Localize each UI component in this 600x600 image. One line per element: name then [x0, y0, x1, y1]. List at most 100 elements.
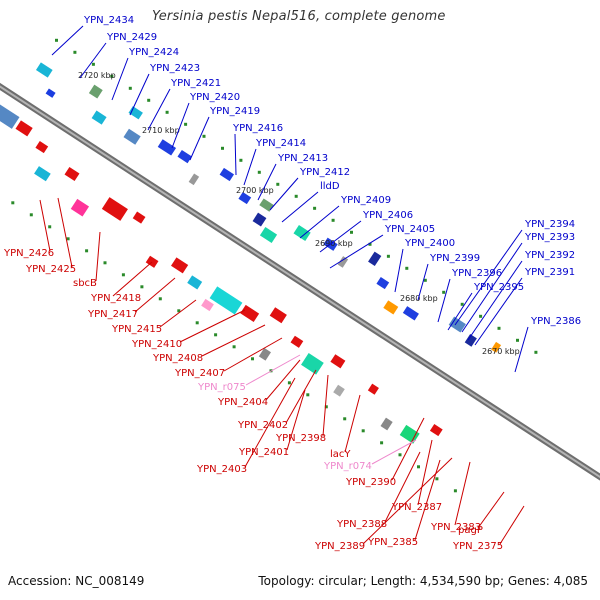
gene-feature-15 — [293, 224, 311, 242]
label-leader-line — [134, 277, 176, 313]
kbp-tick-label: 2710 kbp — [142, 126, 180, 135]
label-leader-line — [95, 231, 101, 282]
gene-label: YPN_2400 — [404, 238, 455, 249]
gene-label: YPN_2403 — [196, 464, 247, 475]
track-dot — [368, 242, 372, 246]
track-dot — [147, 98, 151, 102]
track-dot — [380, 441, 384, 445]
gene-feature-4 — [91, 110, 107, 125]
label-leader-line — [391, 417, 425, 481]
gene-feature-44 — [333, 384, 345, 397]
gene-label: YPN_2414 — [255, 138, 306, 149]
gene-feature-31 — [101, 197, 128, 221]
label-leader-line — [286, 389, 306, 451]
track-dot — [313, 206, 317, 210]
track-dot — [85, 249, 89, 253]
label-leader-line — [57, 197, 73, 268]
gene-label: YPN_2386 — [530, 316, 581, 327]
label-leader-line — [189, 116, 210, 161]
label-leader-line — [384, 451, 421, 523]
label-leader-line — [159, 299, 197, 328]
gene-label: YPN_2398 — [275, 433, 326, 444]
kbp-tick-label: 2700 kbp — [236, 186, 274, 195]
gene-feature-42 — [301, 353, 324, 375]
gene-label: YPN_2413 — [277, 153, 328, 164]
track-dot — [48, 225, 52, 229]
label-leader-line — [39, 199, 51, 252]
track-dot — [287, 381, 291, 385]
gene-feature-7 — [157, 139, 177, 156]
gene-label: YPN_2426 — [3, 248, 54, 259]
gene-feature-36 — [201, 298, 214, 312]
label-leader-line — [474, 277, 523, 346]
track-dot — [435, 477, 439, 481]
gene-label: YPN_2416 — [232, 123, 283, 134]
track-dot — [29, 213, 33, 217]
gene-feature-34 — [171, 257, 189, 274]
gene-label: YPN_2420 — [189, 92, 240, 103]
gene-feature-39 — [269, 307, 287, 324]
gene-feature-10 — [219, 167, 235, 182]
track-dot — [184, 122, 188, 126]
gene-label: YPN_2394 — [524, 219, 575, 230]
gene-feature-24 — [491, 341, 502, 353]
gene-label: YPN_2425 — [25, 264, 76, 275]
gene-label: YPN_2418 — [90, 293, 141, 304]
gene-label: YPN_2404 — [217, 397, 268, 408]
gene-feature-32 — [132, 211, 146, 224]
gene-label: YPN_2390 — [345, 477, 396, 488]
track-dot — [239, 158, 243, 162]
genome-backbone-highlight — [0, 85, 600, 479]
label-leader-line — [329, 234, 384, 269]
gene-label: YPN_2393 — [524, 232, 575, 243]
label-leader-line — [265, 359, 301, 401]
gene-feature-48 — [429, 424, 443, 437]
track-dot — [331, 218, 335, 222]
gene-label: lldD — [320, 181, 340, 192]
track-dot — [423, 278, 427, 282]
track-dot — [195, 321, 199, 325]
gene-label: YPN_r074 — [323, 461, 372, 472]
gene-label: pagP — [458, 525, 483, 536]
label-leader-line — [371, 439, 417, 465]
gene-label: YPN_2385 — [367, 537, 418, 548]
track-dot — [460, 302, 464, 306]
track-dot — [128, 86, 132, 90]
track-dot — [202, 134, 206, 138]
track-dot — [398, 453, 402, 457]
track-dot — [140, 285, 144, 289]
label-leader-line — [281, 191, 319, 223]
label-leader-line — [171, 102, 190, 149]
label-leader-line — [234, 133, 237, 176]
gene-label: YPN_2387 — [391, 502, 442, 513]
gene-label: YPN_2408 — [152, 353, 203, 364]
label-leader-line — [201, 324, 266, 357]
gene-feature-17 — [337, 256, 349, 268]
gene-labels: YPN_2434 YPN_2429 YPN_2424 YPN_2423 YPN_2421… — [3, 15, 581, 552]
gene-label: YPN_r075 — [197, 382, 246, 393]
gene-feature-2 — [45, 88, 56, 98]
track-dot — [251, 357, 254, 361]
gene-feature-47 — [399, 424, 420, 444]
track-dot — [343, 417, 347, 421]
gene-feature-25 — [0, 100, 20, 129]
label-leader-line — [467, 260, 523, 341]
label-leader-line — [454, 461, 471, 526]
track-dot — [350, 230, 353, 234]
gene-feature-43 — [330, 354, 346, 369]
gene-label: sbcB — [73, 278, 97, 289]
track-dot — [405, 266, 409, 270]
gene-label: YPN_2434 — [83, 15, 134, 26]
track-dot — [257, 170, 261, 174]
label-leader-line — [244, 377, 296, 468]
gene-feature-27 — [35, 141, 49, 154]
gene-feature-40 — [258, 347, 271, 361]
gene-feature-33 — [145, 255, 159, 268]
gene-label: YPN_2388 — [336, 519, 387, 530]
genome-title: Yersinia pestis Nepal516, complete genom… — [152, 9, 446, 24]
track-dot — [479, 314, 483, 318]
gene-label: YPN_2417 — [87, 309, 138, 320]
gene-label: YPN_2402 — [237, 420, 288, 431]
label-leader-line — [179, 309, 246, 343]
